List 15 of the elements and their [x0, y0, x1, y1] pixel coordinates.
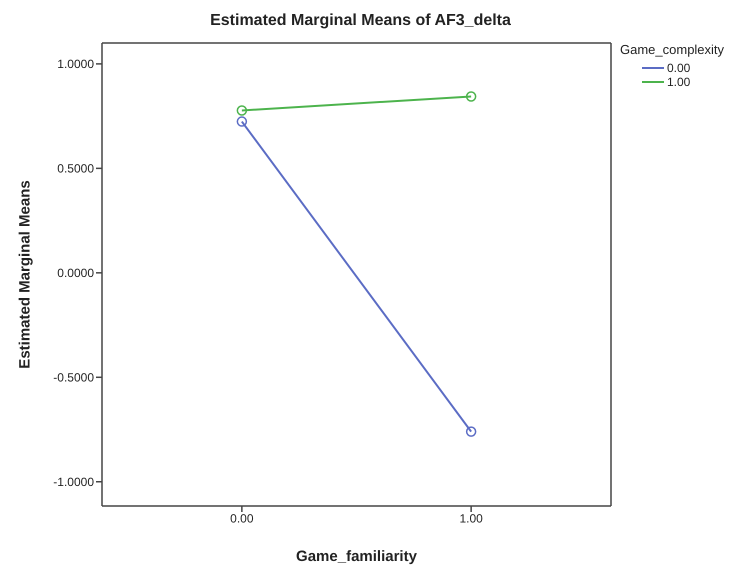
y-tick-label: -1.0000: [53, 475, 94, 490]
y-tick-label: -0.5000: [53, 370, 94, 385]
legend-title: Game_complexity: [620, 42, 724, 57]
x-axis-title: Game_familiarity: [296, 548, 418, 565]
legend-label: 0.00: [667, 61, 690, 75]
y-tick-label: 0.5000: [57, 162, 94, 176]
point: [236, 116, 248, 127]
chart-title: Estimated Marginal Means of AF3_delta: [209, 12, 512, 30]
point: [466, 91, 476, 102]
y-tick-label: 0.0000: [57, 266, 94, 280]
point: [236, 105, 248, 116]
y-tick-label: 1.0000: [57, 57, 94, 72]
point: [466, 426, 476, 437]
legend-label: 1.00: [667, 75, 690, 89]
y-axis-title: Estimated Marginal Means: [16, 180, 34, 369]
